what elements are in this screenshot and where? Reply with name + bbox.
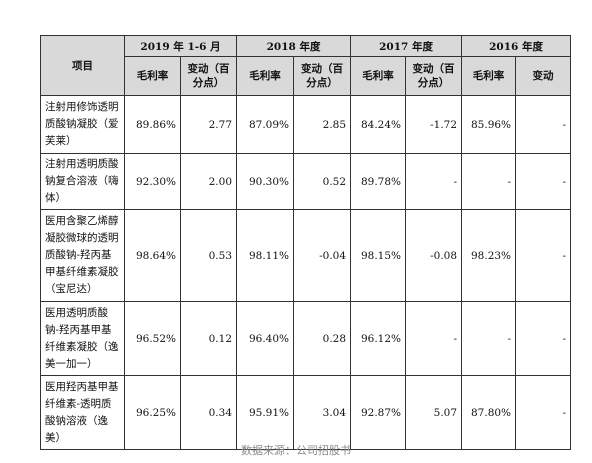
cell-value: -1.72 (405, 95, 463, 154)
table-row: 注射用修饰透明质酸钠凝胶（爱芙莱） 89.86% 2.77 87.09% 2.8… (40, 95, 572, 154)
cell-value: 87.09% (236, 95, 295, 154)
cell-value: 3.04 (293, 375, 352, 450)
product-name: 医用透明质酸钠-羟丙基甲基纤维素凝胶（逸美一加一） (40, 301, 125, 376)
metric-header: 毛利率 (461, 56, 517, 96)
header-row-metrics: 毛利率 变动（百分点） 毛利率 变动（百分点） 毛利率 变动（百分点） 毛利率 … (41, 56, 572, 96)
product-name: 医用羟丙基甲基纤维素-透明质酸钠溶液（逸美） (40, 375, 125, 450)
cell-value: - (515, 209, 572, 302)
period-header: 2018 年度 (236, 35, 352, 57)
cell-value: -0.08 (405, 209, 463, 302)
period-header: 2019 年 1-6 月 (123, 35, 238, 57)
cell-value: 96.25% (124, 375, 181, 450)
metric-header: 变动 (515, 56, 572, 96)
cell-value: - (461, 301, 517, 376)
metric-header: 毛利率 (236, 56, 295, 96)
metric-header: 变动（百分点） (179, 56, 238, 96)
cell-value: 89.78% (350, 153, 407, 210)
cell-value: - (405, 153, 463, 210)
cell-value: - (515, 95, 572, 154)
cell-value: - (515, 301, 572, 376)
cell-value: 98.23% (461, 209, 517, 302)
cell-value: 96.12% (350, 301, 407, 376)
cell-value: - (461, 153, 517, 210)
product-name: 注射用透明质酸钠复合溶液（嗨体） (40, 153, 125, 210)
product-name: 注射用修饰透明质酸钠凝胶（爱芙莱） (40, 95, 125, 154)
cell-value: 92.87% (350, 375, 407, 450)
period-header: 2017 年度 (350, 35, 463, 57)
table-row: 注射用透明质酸钠复合溶液（嗨体） 92.30% 2.00 90.30% 0.52… (40, 153, 572, 210)
source-note: 数据来源：公司招股书 (241, 444, 351, 457)
cell-value: 95.91% (236, 375, 295, 450)
table-row: 医用含聚乙烯醇凝胶微球的透明质酸钠-羟丙基甲基纤维素凝胶（宝尼达） 98.64%… (40, 209, 572, 302)
cell-value: - (515, 375, 572, 450)
cell-value: 89.86% (124, 95, 181, 154)
gross-margin-table: 项目 2019 年 1-6 月 2018 年度 2017 年度 2016 年度 … (40, 35, 572, 450)
cell-value: 0.52 (293, 153, 352, 210)
cell-value: 96.52% (124, 301, 181, 376)
cell-value: - (515, 153, 572, 210)
item-header: 项目 (40, 35, 125, 96)
metric-header: 变动（百分点） (293, 56, 352, 96)
cell-value: 92.30% (124, 153, 181, 210)
cell-value: 0.12 (179, 301, 238, 376)
metric-header: 毛利率 (350, 56, 407, 96)
cell-value: 98.15% (350, 209, 407, 302)
cell-value: 84.24% (350, 95, 407, 154)
cell-value: 0.34 (179, 375, 238, 450)
cell-value: 2.00 (179, 153, 238, 210)
cell-value: 98.64% (124, 209, 181, 302)
table-row: 医用羟丙基甲基纤维素-透明质酸钠溶液（逸美） 96.25% 0.34 95.91… (40, 375, 572, 450)
cell-value: 2.85 (293, 95, 352, 154)
metric-header: 毛利率 (124, 56, 181, 96)
cell-value: 98.11% (236, 209, 295, 302)
product-name: 医用含聚乙烯醇凝胶微球的透明质酸钠-羟丙基甲基纤维素凝胶（宝尼达） (40, 209, 125, 302)
cell-value: 2.77 (179, 95, 238, 154)
cell-value: 0.53 (179, 209, 238, 302)
cell-value: - (405, 301, 463, 376)
metric-header: 变动（百分点） (405, 56, 463, 96)
cell-value: 0.28 (293, 301, 352, 376)
period-header: 2016 年度 (461, 35, 572, 57)
header-row-periods: 项目 2019 年 1-6 月 2018 年度 2017 年度 2016 年度 (40, 35, 572, 96)
cell-value: 87.80% (461, 375, 517, 450)
cell-value: 85.96% (461, 95, 517, 154)
cell-value: -0.04 (293, 209, 352, 302)
cell-value: 5.07 (405, 375, 463, 450)
table-row: 医用透明质酸钠-羟丙基甲基纤维素凝胶（逸美一加一） 96.52% 0.12 96… (40, 301, 572, 376)
cell-value: 90.30% (236, 153, 295, 210)
cell-value: 96.40% (236, 301, 295, 376)
